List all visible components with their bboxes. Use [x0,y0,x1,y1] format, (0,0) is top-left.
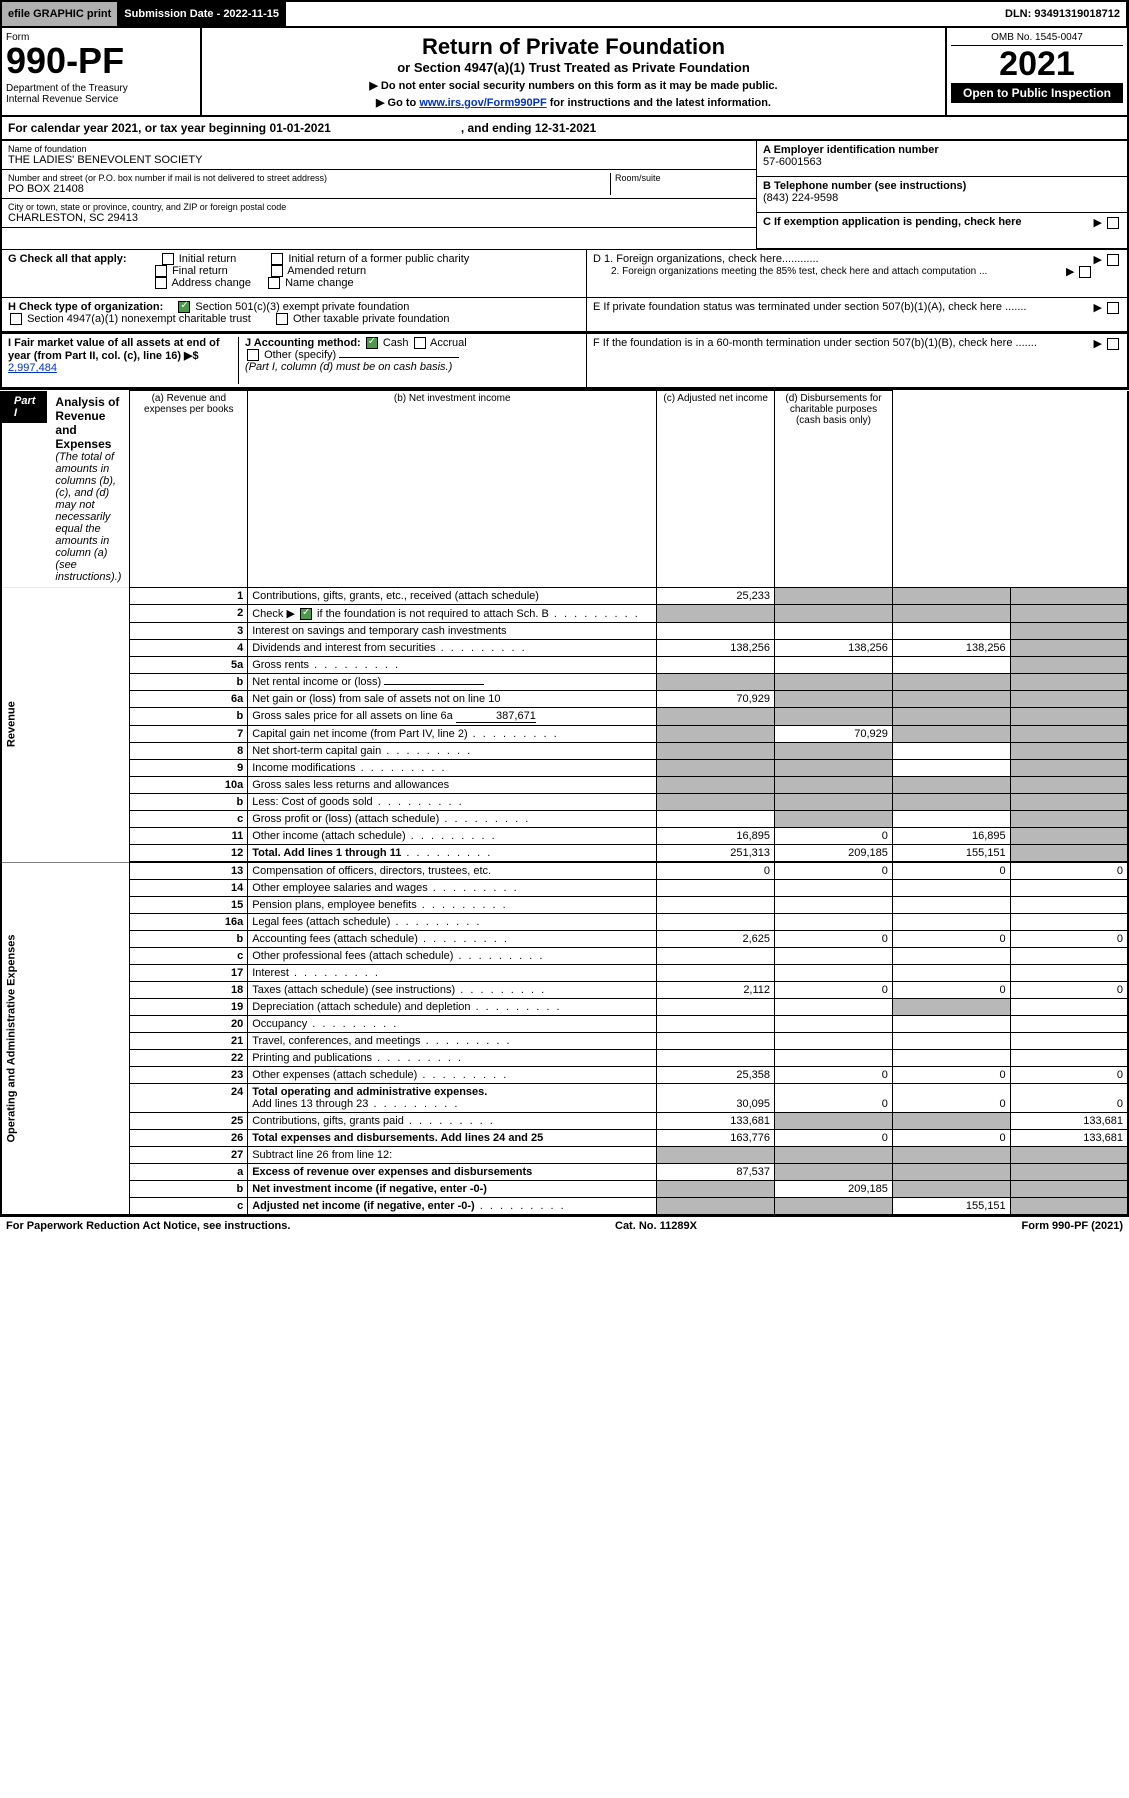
j-accrual-checkbox[interactable] [414,337,426,349]
ein-value: 57-6001563 [763,156,822,168]
form-header: Form 990-PF Department of the Treasury I… [0,28,1129,117]
ein-label: A Employer identification number [763,144,939,156]
g4-checkbox[interactable] [271,265,283,277]
d1-checkbox[interactable] [1107,254,1119,266]
g6-checkbox[interactable] [268,277,280,289]
col-c-header: (c) Adjusted net income [657,391,775,588]
addr-label: Number and street (or P.O. box number if… [8,173,610,183]
h3-checkbox[interactable] [276,313,288,325]
part1-table: Part I Analysis of Revenue and Expenses … [0,390,1129,1216]
entity-info: Name of foundation THE LADIES' BENEVOLEN… [0,141,1129,249]
i-label: I Fair market value of all assets at end… [8,337,220,362]
g-label: G Check all that apply: [8,253,127,265]
top-bar: efile GRAPHIC print Submission Date - 20… [0,0,1129,28]
form-title: Return of Private Foundation [208,34,939,60]
j-note: (Part I, column (d) must be on cash basi… [245,361,452,373]
h-label: H Check type of organization: [8,301,163,313]
g1-checkbox[interactable] [162,253,174,265]
phone-label: B Telephone number (see instructions) [763,180,966,192]
form-subtitle: or Section 4947(a)(1) Trust Treated as P… [208,60,939,75]
page-footer: For Paperwork Reduction Act Notice, see … [0,1216,1129,1235]
g3-checkbox[interactable] [155,265,167,277]
f-label: F If the foundation is in a 60-month ter… [593,337,1037,349]
f-checkbox[interactable] [1107,338,1119,350]
revenue-side-label: Revenue [1,587,130,862]
form-number: 990-PF [6,43,196,79]
part1-tag: Part I [2,391,47,423]
part1-title: Analysis of Revenue and Expenses (The to… [47,391,129,587]
paperwork-notice: For Paperwork Reduction Act Notice, see … [6,1220,290,1232]
j-other-checkbox[interactable] [247,349,259,361]
expenses-side-label: Operating and Administrative Expenses [1,862,130,1215]
fmv-link[interactable]: 2,997,484 [8,362,57,374]
g5-checkbox[interactable] [155,277,167,289]
exemption-checkbox[interactable] [1107,217,1119,229]
j-label: J Accounting method: [245,337,361,349]
h2-checkbox[interactable] [10,313,22,325]
phone-value: (843) 224-9598 [763,192,838,204]
note-ssn: ▶ Do not enter social security numbers o… [208,79,939,92]
foundation-name: THE LADIES' BENEVOLENT SOCIETY [8,154,750,166]
form-ref: Form 990-PF (2021) [1022,1220,1123,1232]
col-b-header: (b) Net investment income [248,391,657,588]
j-cash-checkbox[interactable] [366,337,378,349]
schb-checkbox[interactable] [300,608,312,620]
e-checkbox[interactable] [1107,302,1119,314]
dept-label: Department of the Treasury Internal Reve… [6,83,196,105]
city-label: City or town, state or province, country… [8,202,750,212]
ij-section: I Fair market value of all assets at end… [0,334,1129,390]
col-a-header: (a) Revenue and expenses per books [130,391,248,588]
d2-label: 2. Foreign organizations meeting the 85%… [611,266,987,277]
exemption-label: C If exemption application is pending, c… [763,216,1022,228]
open-public-badge: Open to Public Inspection [951,83,1123,103]
e-label: E If private foundation status was termi… [593,301,1027,313]
name-label: Name of foundation [8,144,750,154]
check-section: G Check all that apply: Initial return I… [0,249,1129,334]
d1-label: D 1. Foreign organizations, check here..… [593,253,819,265]
tax-year: 2021 [951,46,1123,83]
calendar-year-row: For calendar year 2021, or tax year begi… [0,117,1129,141]
street-address: PO BOX 21408 [8,183,610,195]
dln: DLN: 93491319018712 [999,2,1127,26]
city-state-zip: CHARLESTON, SC 29413 [8,212,750,224]
room-label: Room/suite [615,173,750,183]
cat-number: Cat. No. 11289X [615,1220,697,1232]
g2-checkbox[interactable] [271,253,283,265]
note-link: ▶ Go to www.irs.gov/Form990PF for instru… [208,96,939,109]
omb-number: OMB No. 1545-0047 [951,32,1123,46]
irs-link[interactable]: www.irs.gov/Form990PF [419,97,546,109]
efile-print-button[interactable]: efile GRAPHIC print [2,2,118,26]
h1-checkbox[interactable] [178,301,190,313]
submission-date: Submission Date - 2022-11-15 [118,2,286,26]
d2-checkbox[interactable] [1079,266,1091,278]
col-d-header: (d) Disbursements for charitable purpose… [775,391,893,588]
